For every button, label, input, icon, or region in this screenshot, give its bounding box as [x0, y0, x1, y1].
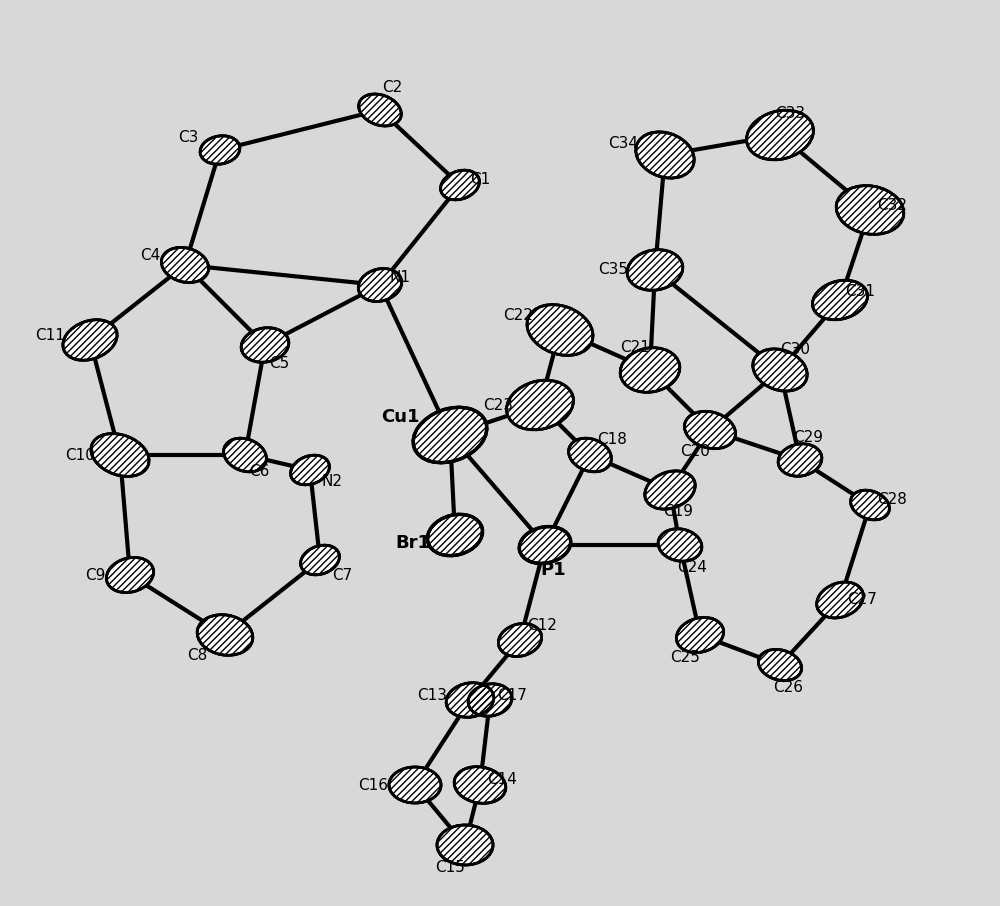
- Text: C17: C17: [497, 688, 527, 702]
- Text: C28: C28: [877, 493, 907, 507]
- Ellipse shape: [197, 614, 253, 655]
- Text: C16: C16: [358, 777, 388, 793]
- Ellipse shape: [446, 683, 494, 718]
- Ellipse shape: [519, 526, 571, 564]
- Text: C18: C18: [597, 432, 627, 448]
- Ellipse shape: [778, 444, 822, 477]
- Text: C23: C23: [483, 398, 513, 412]
- Ellipse shape: [569, 439, 611, 472]
- Text: C25: C25: [670, 650, 700, 664]
- Ellipse shape: [224, 439, 266, 472]
- Ellipse shape: [301, 545, 339, 574]
- Ellipse shape: [627, 250, 683, 290]
- Ellipse shape: [468, 684, 512, 717]
- Ellipse shape: [636, 132, 694, 178]
- Text: C5: C5: [269, 355, 289, 371]
- Text: C27: C27: [847, 593, 877, 608]
- Ellipse shape: [358, 268, 402, 302]
- Ellipse shape: [437, 825, 493, 865]
- Text: C14: C14: [487, 773, 517, 787]
- Ellipse shape: [527, 304, 593, 355]
- Text: C19: C19: [663, 505, 693, 519]
- Text: C24: C24: [677, 560, 707, 574]
- Ellipse shape: [427, 515, 483, 555]
- Ellipse shape: [454, 766, 506, 804]
- Text: C1: C1: [470, 172, 490, 188]
- Ellipse shape: [291, 455, 329, 485]
- Text: C10: C10: [65, 448, 95, 462]
- Text: N1: N1: [390, 269, 411, 284]
- Text: C30: C30: [780, 342, 810, 358]
- Text: Br1: Br1: [396, 534, 430, 552]
- Text: C20: C20: [680, 445, 710, 459]
- Ellipse shape: [91, 434, 149, 477]
- Ellipse shape: [63, 320, 117, 361]
- Ellipse shape: [507, 381, 573, 429]
- Ellipse shape: [161, 247, 209, 283]
- Text: C11: C11: [35, 327, 65, 342]
- Ellipse shape: [658, 529, 702, 561]
- Text: C22: C22: [503, 307, 533, 323]
- Text: C8: C8: [187, 648, 207, 662]
- Text: C34: C34: [608, 136, 638, 150]
- Text: C4: C4: [140, 247, 160, 263]
- Ellipse shape: [753, 349, 807, 391]
- Text: C29: C29: [793, 430, 823, 446]
- Ellipse shape: [813, 280, 867, 320]
- Text: N2: N2: [322, 475, 342, 489]
- Ellipse shape: [747, 111, 813, 159]
- Text: C26: C26: [773, 680, 803, 695]
- Text: C35: C35: [598, 263, 628, 277]
- Text: C33: C33: [775, 105, 805, 120]
- Ellipse shape: [684, 411, 736, 448]
- Text: C15: C15: [435, 860, 465, 874]
- Text: C31: C31: [845, 284, 875, 300]
- Ellipse shape: [851, 490, 889, 520]
- Text: Cu1: Cu1: [381, 408, 419, 426]
- Text: C21: C21: [620, 341, 650, 355]
- Ellipse shape: [389, 767, 441, 803]
- Ellipse shape: [200, 136, 240, 164]
- Ellipse shape: [441, 170, 479, 200]
- Ellipse shape: [836, 186, 904, 235]
- Text: C3: C3: [178, 130, 198, 146]
- Ellipse shape: [620, 348, 680, 392]
- Text: C7: C7: [332, 568, 352, 583]
- Ellipse shape: [817, 582, 863, 618]
- Text: C32: C32: [877, 198, 907, 213]
- Ellipse shape: [676, 618, 724, 652]
- Ellipse shape: [413, 408, 487, 463]
- Text: C2: C2: [382, 81, 402, 95]
- Ellipse shape: [645, 471, 695, 509]
- Ellipse shape: [758, 650, 802, 680]
- Ellipse shape: [359, 94, 401, 126]
- Text: C12: C12: [527, 618, 557, 632]
- Ellipse shape: [241, 328, 289, 362]
- Text: P1: P1: [540, 561, 566, 579]
- Ellipse shape: [498, 623, 542, 657]
- Ellipse shape: [106, 557, 154, 593]
- Text: C13: C13: [417, 688, 447, 702]
- Text: C6: C6: [249, 464, 269, 478]
- Text: C9: C9: [85, 567, 105, 583]
